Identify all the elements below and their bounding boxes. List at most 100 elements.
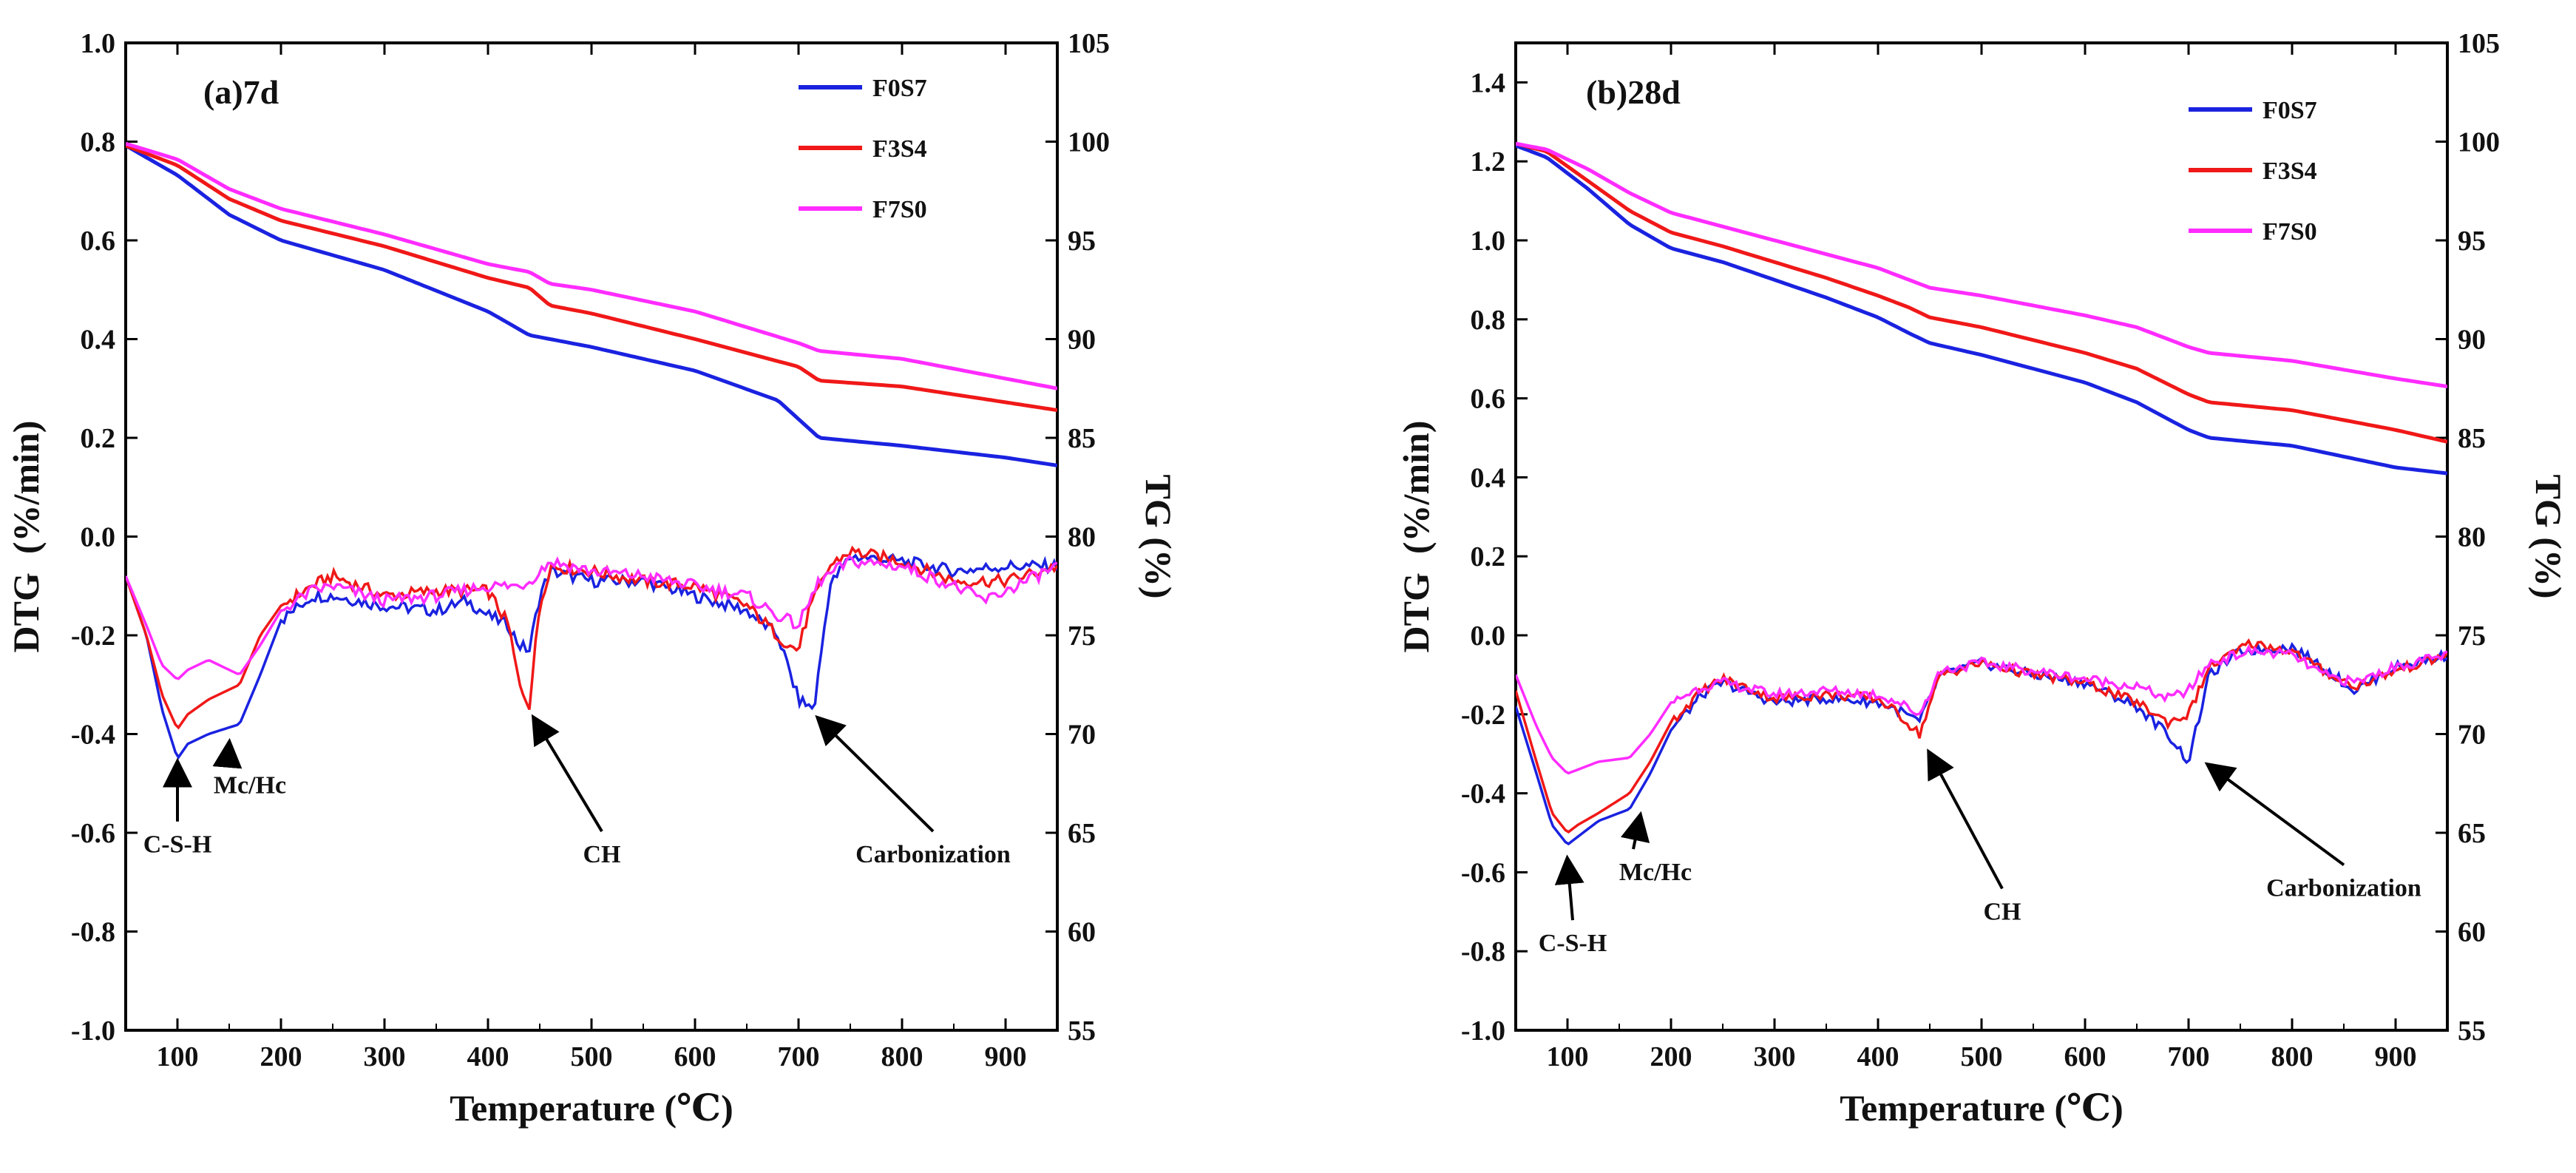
y-left-axis-title: DTG (%/min) [1395, 421, 1437, 653]
y-right-tick-label: 85 [2458, 423, 2486, 454]
annotation-arrow [815, 714, 935, 833]
legend-label-f0s7: F0S7 [872, 75, 927, 102]
x-tick-label: 400 [1857, 1041, 1899, 1072]
y-left-tick-label: -1.0 [71, 1015, 115, 1047]
y-right-tick-label: 100 [1068, 127, 1110, 158]
legend-label-f7s0: F7S0 [2263, 218, 2317, 246]
y-left-tick-label: 1.0 [1471, 226, 1506, 257]
annotation-label: Carbonization [855, 841, 1011, 868]
y-right-tick-label: 60 [2458, 917, 2486, 948]
y-left-tick-label: -0.2 [1461, 700, 1505, 731]
y-right-tick-label: 85 [1068, 423, 1096, 454]
x-tick-label: 100 [1547, 1041, 1589, 1072]
tg-curve-f3s4 [126, 143, 1057, 413]
dtg-curve-f7s0 [1516, 644, 2447, 775]
annotation-label: C-S-H [1539, 930, 1607, 957]
y-left-tick-label: -0.8 [1461, 936, 1505, 967]
x-tick-label: 100 [157, 1041, 199, 1072]
y-right-axis-title: TG (%) [2528, 474, 2569, 598]
y-left-tick-label: 0.4 [1471, 462, 1506, 493]
x-tick-label: 900 [985, 1041, 1027, 1072]
legend-label-f3s4: F3S4 [872, 135, 927, 163]
annotation-label: Mc/Hc [1619, 859, 1692, 886]
y-right-tick-label: 90 [2458, 325, 2486, 356]
x-tick-label: 200 [260, 1041, 302, 1072]
y-left-tick-label: 1.2 [1471, 146, 1506, 178]
tg-curve-f7s0 [1516, 141, 2447, 389]
y-left-tick-label: -0.6 [71, 818, 115, 849]
y-left-tick-label: 0.4 [81, 325, 116, 356]
annotation-label: CH [1984, 898, 2021, 925]
x-tick-label: 700 [778, 1041, 820, 1072]
annotation-label: CH [583, 841, 621, 868]
x-tick-label: 700 [2168, 1041, 2210, 1072]
annotation-arrow [531, 714, 603, 833]
y-left-tick-label: 0.0 [1471, 621, 1506, 652]
y-left-tick-label: 0.6 [81, 226, 116, 257]
y-left-tick-label: -0.6 [1461, 857, 1505, 888]
annotation-label: Mc/Hc [214, 772, 286, 800]
annotation-arrow [212, 737, 243, 769]
dtg-curve-f0s7 [1516, 641, 2447, 846]
annotation-arrow [1620, 811, 1650, 850]
y-right-tick-label: 80 [1068, 522, 1096, 553]
x-tick-label: 500 [1961, 1041, 2003, 1072]
y-left-tick-label: -0.8 [71, 917, 115, 948]
x-axis-title: Temperature (℃) [1840, 1087, 2123, 1129]
panel-label: (b)28d [1586, 73, 1681, 111]
panel-a-7d: 100 200 300 400 500 600 700 800 900 -1.0 -0.8 -0.6 -… [5, 28, 1179, 1129]
y-left-tick-label: -1.0 [1461, 1015, 1505, 1047]
y-right-tick-label: 95 [2458, 226, 2486, 257]
y-right-tick-label: 70 [2458, 720, 2486, 751]
tg-curve-f0s7 [1516, 143, 2447, 476]
x-tick-label: 300 [1754, 1041, 1796, 1072]
x-tick-label: 300 [364, 1041, 406, 1072]
dtg-curve-f3s4 [1516, 638, 2447, 834]
tg-curve-f0s7 [126, 143, 1057, 467]
y-right-tick-label: 65 [2458, 818, 2486, 849]
y-left-tick-label: 0.0 [81, 522, 116, 553]
y-left-tick-label: 1.0 [81, 28, 116, 59]
annotation-arrow [2204, 762, 2345, 867]
y-right-tick-label: 90 [1068, 325, 1096, 356]
x-tick-label: 400 [467, 1041, 509, 1072]
x-tick-label: 900 [2375, 1041, 2417, 1072]
y-left-tick-label: 0.6 [1471, 384, 1506, 415]
panel-b-28d: 100 200 300 400 500 600 700 800 900 -1.0 -0.8 -0.6 -… [1395, 28, 2569, 1129]
y-right-tick-label: 80 [2458, 522, 2486, 553]
legend-label-f7s0: F7S0 [872, 196, 927, 223]
y-left-tick-label: -0.4 [1461, 779, 1505, 810]
plot-area [1516, 141, 2447, 846]
dtg-curve-f7s0 [126, 555, 1057, 680]
y-right-axis-title: TG (%) [1138, 474, 1179, 598]
y-right-tick-label: 95 [1068, 226, 1096, 257]
plot-area [126, 141, 1057, 760]
x-axis-title: Temperature (℃) [450, 1087, 733, 1129]
tg-curve-f7s0 [126, 141, 1057, 391]
y-left-tick-label: 1.4 [1471, 67, 1506, 98]
y-left-tick-label: 0.2 [81, 423, 116, 454]
panel-label: (a)7d [203, 73, 279, 111]
y-right-tick-label: 100 [2458, 127, 2500, 158]
annotation-label: C-S-H [143, 831, 212, 859]
x-tick-label: 200 [1650, 1041, 1692, 1072]
y-left-axis-title: DTG (%/min) [5, 421, 47, 653]
annotation-label: Carbonization [2266, 874, 2421, 902]
x-tick-label: 800 [2271, 1041, 2314, 1072]
y-right-tick-label: 55 [2458, 1015, 2486, 1047]
y-right-tick-label: 70 [1068, 720, 1096, 751]
y-left-tick-label: 0.8 [81, 127, 116, 158]
annotation-arrow [1927, 748, 2004, 890]
legend-label-f3s4: F3S4 [2263, 158, 2317, 185]
y-right-tick-label: 55 [1068, 1015, 1096, 1047]
y-right-tick-label: 65 [1068, 818, 1096, 849]
plot-frame [124, 41, 1059, 1032]
y-right-tick-label: 75 [1068, 621, 1096, 652]
y-right-tick-label: 60 [1068, 917, 1096, 948]
x-tick-label: 500 [571, 1041, 613, 1072]
y-right-tick-label: 105 [2458, 28, 2500, 59]
annotation-arrow [1554, 854, 1584, 921]
x-tick-label: 600 [674, 1041, 716, 1072]
tg-curve-f3s4 [1516, 141, 2447, 444]
